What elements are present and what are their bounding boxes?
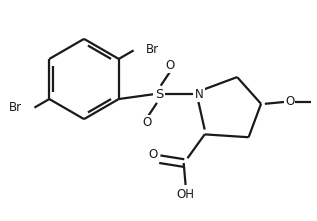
Text: O: O [285,95,294,109]
Text: O: O [143,116,152,130]
Text: O: O [148,148,158,161]
Text: N: N [195,88,203,101]
Text: O: O [166,59,175,72]
Text: Br: Br [9,101,22,114]
Text: OH: OH [177,188,195,201]
Text: S: S [155,88,163,101]
Text: Br: Br [146,43,159,56]
